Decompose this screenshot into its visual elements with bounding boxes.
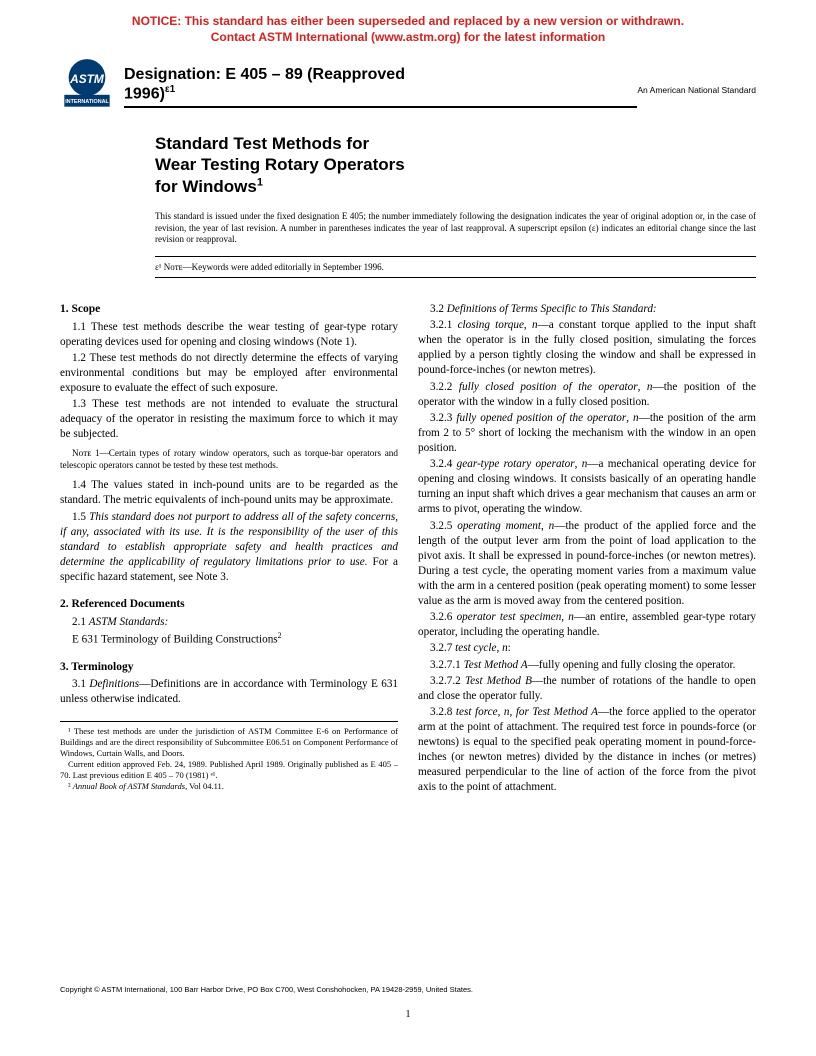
- left-column: 1. Scope 1.1 These test methods describe…: [60, 302, 398, 797]
- notice-banner: NOTICE: This standard has either been su…: [0, 0, 816, 49]
- para-3-2-4: 3.2.4 gear-type rotary operator, n—a mec…: [418, 457, 756, 517]
- fn1: ¹ These test methods are under the juris…: [60, 726, 398, 758]
- para-3-2-1: 3.2.1 closing torque, n—a constant torqu…: [418, 318, 756, 378]
- footnotes: ¹ These test methods are under the juris…: [60, 721, 398, 792]
- notice-line2: Contact ASTM International (www.astm.org…: [211, 30, 605, 44]
- body-columns: 1. Scope 1.1 These test methods describe…: [0, 278, 816, 797]
- para-1-4: 1.4 The values stated in inch-pound unit…: [60, 478, 398, 508]
- note-1: Nᴏᴛᴇ 1—Certain types of rotary window op…: [60, 448, 398, 472]
- designation-block: Designation: E 405 – 89 (Reapproved 1996…: [124, 60, 637, 108]
- copyright: Copyright © ASTM International, 100 Barr…: [60, 985, 473, 994]
- para-3-2-2: 3.2.2 fully closed position of the opera…: [418, 380, 756, 410]
- para-3-1: 3.1 Definitions—Definitions are in accor…: [60, 677, 398, 707]
- issued-note: This standard is issued under the fixed …: [0, 197, 816, 246]
- notice-line1: NOTICE: This standard has either been su…: [132, 14, 684, 28]
- svg-text:ASTM: ASTM: [69, 72, 105, 86]
- para-1-3: 1.3 These test methods are not intended …: [60, 397, 398, 442]
- section-2-head: 2. Referenced Documents: [60, 597, 398, 613]
- para-1-1: 1.1 These test methods describe the wear…: [60, 320, 398, 350]
- para-e631: E 631 Terminology of Building Constructi…: [60, 631, 398, 648]
- epsilon-note: ε¹ Nᴏᴛᴇ—Keywords were added editorially …: [155, 256, 756, 278]
- astm-logo: ASTM INTERNATIONAL: [60, 57, 114, 111]
- fn1b: Current edition approved Feb. 24, 1989. …: [60, 759, 398, 780]
- ans-label: An American National Standard: [637, 73, 756, 95]
- title-block: Standard Test Methods for Wear Testing R…: [0, 111, 816, 197]
- para-3-2-7-2: 3.2.7.2 Test Method B—the number of rota…: [418, 674, 756, 704]
- para-3-2-5: 3.2.5 operating moment, n—the product of…: [418, 519, 756, 610]
- designation: Designation: E 405 – 89 (Reapproved 1996…: [124, 66, 637, 108]
- right-column: 3.2 Definitions of Terms Specific to Thi…: [418, 302, 756, 797]
- section-1-head: 1. Scope: [60, 302, 398, 318]
- fn2: ² Annual Book of ASTM Standards, Vol 04.…: [60, 781, 398, 792]
- svg-text:INTERNATIONAL: INTERNATIONAL: [65, 99, 109, 105]
- para-3-2-3: 3.2.3 fully opened position of the opera…: [418, 411, 756, 456]
- para-3-2-7: 3.2.7 test cycle, n:: [418, 641, 756, 656]
- para-1-2: 1.2 These test methods do not directly d…: [60, 351, 398, 396]
- para-3-2-7-1: 3.2.7.1 Test Method A—fully opening and …: [418, 658, 756, 673]
- section-3-head: 3. Terminology: [60, 660, 398, 676]
- para-3-2-6: 3.2.6 operator test specimen, n—an entir…: [418, 610, 756, 640]
- page-number: 1: [0, 1009, 816, 1020]
- para-3-2: 3.2 Definitions of Terms Specific to Thi…: [418, 302, 756, 317]
- document-title: Standard Test Methods for Wear Testing R…: [155, 133, 756, 197]
- para-2-1: 2.1 ASTM Standards:: [60, 615, 398, 630]
- header-row: ASTM INTERNATIONAL Designation: E 405 – …: [0, 49, 816, 111]
- para-3-2-8: 3.2.8 test force, n, for Test Method A—t…: [418, 705, 756, 796]
- para-1-5: 1.5 This standard does not purport to ad…: [60, 510, 398, 586]
